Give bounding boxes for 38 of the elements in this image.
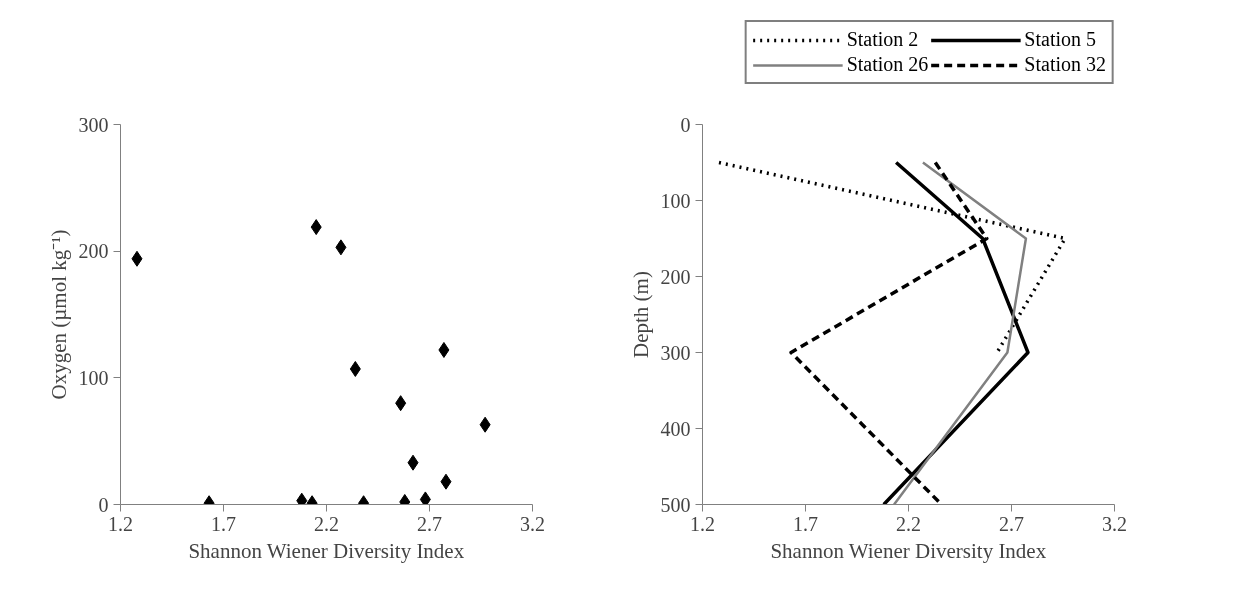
x-axis-title: Shannon Wiener Diversity Index: [188, 538, 465, 563]
y-tick-label: 100: [660, 189, 691, 212]
point: [349, 360, 361, 377]
point: [440, 473, 452, 490]
y-tick-label: 0: [680, 113, 691, 136]
y-tick-label: 200: [78, 240, 109, 263]
legend-label: Station 2: [846, 28, 919, 51]
x-tick-label: 3.2: [1102, 512, 1127, 535]
x-tick-label: 2.7: [999, 512, 1024, 535]
y-tick-label: 500: [660, 493, 691, 516]
y-tick-label: 400: [660, 417, 691, 440]
x-tick-label: 3.2: [520, 512, 545, 535]
point: [419, 491, 431, 505]
x-tick-label: 2.2: [896, 512, 921, 535]
point: [395, 395, 407, 412]
point: [310, 219, 322, 236]
legend-label: Station 26: [846, 53, 929, 76]
x-tick-label: 1.7: [211, 512, 236, 535]
y-tick-label: 300: [660, 341, 691, 364]
legend-label: Station 32: [1024, 53, 1106, 76]
x-tick-label: 1.2: [108, 512, 133, 535]
y-tick-label: 300: [78, 113, 109, 136]
legend-label: Station 5: [1024, 28, 1096, 51]
y-axis-title: Oxygen (µmol kg⁻¹): [46, 229, 71, 400]
x-tick-label: 1.7: [793, 512, 818, 535]
point: [335, 239, 347, 256]
y-tick-label: 0: [98, 493, 109, 516]
point: [479, 416, 491, 433]
x-tick-label: 2.7: [417, 512, 442, 535]
point: [407, 454, 419, 471]
point: [131, 250, 143, 267]
point: [438, 341, 450, 358]
y-tick-label: 100: [78, 366, 109, 389]
x-tick-label: 1.2: [690, 512, 715, 535]
x-axis-title: Shannon Wiener Diversity Index: [770, 538, 1047, 563]
x-tick-label: 2.2: [314, 512, 339, 535]
y-tick-label: 200: [660, 265, 691, 288]
y-axis-title: Depth (m): [628, 271, 653, 358]
